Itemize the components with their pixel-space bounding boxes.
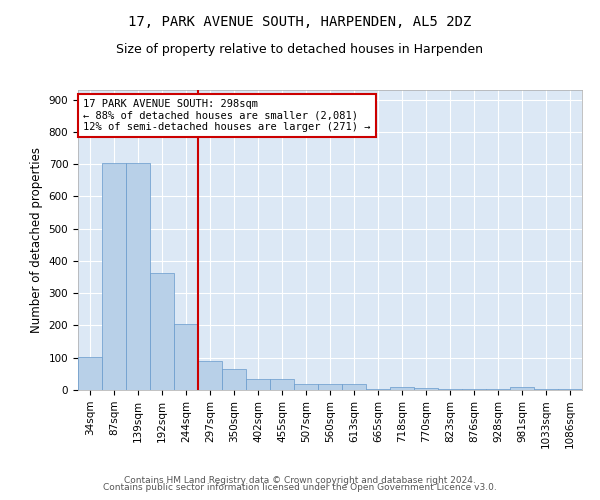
- Y-axis label: Number of detached properties: Number of detached properties: [30, 147, 43, 333]
- Text: Contains public sector information licensed under the Open Government Licence v3: Contains public sector information licen…: [103, 484, 497, 492]
- Bar: [294, 384, 318, 390]
- Text: Size of property relative to detached houses in Harpenden: Size of property relative to detached ho…: [116, 42, 484, 56]
- Bar: [102, 162, 126, 390]
- Bar: [150, 273, 174, 390]
- Bar: [198, 361, 222, 390]
- Bar: [318, 384, 342, 390]
- Bar: [222, 369, 246, 390]
- Text: Contains HM Land Registry data © Crown copyright and database right 2024.: Contains HM Land Registry data © Crown c…: [124, 476, 476, 485]
- Bar: [510, 387, 534, 390]
- Bar: [342, 384, 366, 390]
- Text: 17, PARK AVENUE SOUTH, HARPENDEN, AL5 2DZ: 17, PARK AVENUE SOUTH, HARPENDEN, AL5 2D…: [128, 15, 472, 29]
- Bar: [414, 388, 438, 390]
- Text: 17 PARK AVENUE SOUTH: 298sqm
← 88% of detached houses are smaller (2,081)
12% of: 17 PARK AVENUE SOUTH: 298sqm ← 88% of de…: [83, 99, 371, 132]
- Bar: [390, 387, 414, 390]
- Bar: [174, 324, 198, 390]
- Bar: [126, 162, 150, 390]
- Bar: [270, 378, 294, 390]
- Bar: [78, 357, 102, 390]
- Bar: [246, 378, 270, 390]
